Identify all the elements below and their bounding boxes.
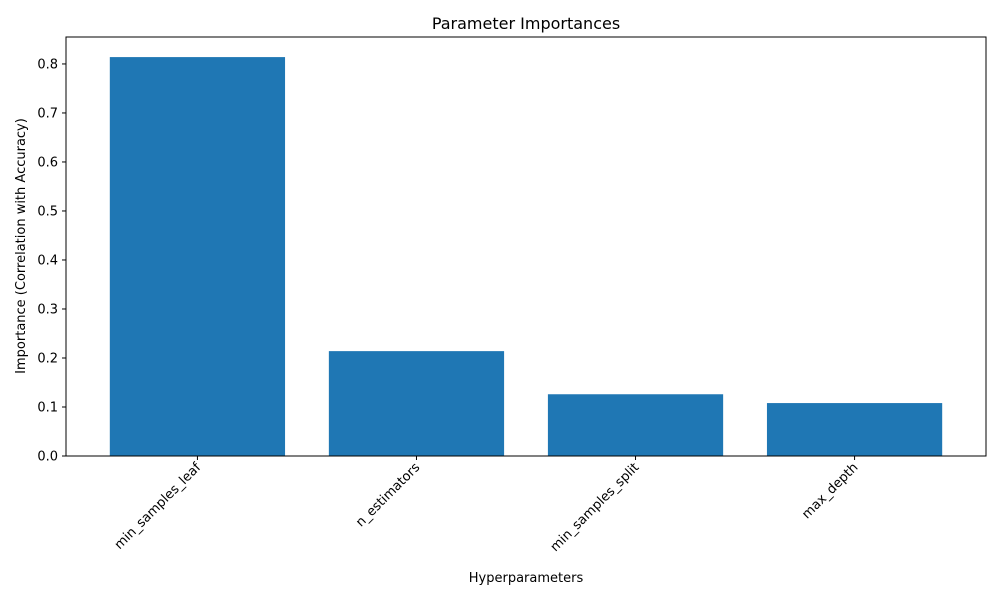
x-tick-label: max_depth: [799, 460, 861, 522]
y-tick-label: 0.2: [37, 351, 58, 366]
y-tick-label: 0.6: [37, 155, 58, 170]
y-tick-label: 0.5: [37, 204, 58, 219]
y-tick-label: 0.4: [37, 253, 58, 268]
bar-min_samples_leaf: [109, 57, 286, 456]
plot-frame: [65, 36, 987, 457]
bar-max_depth: [766, 403, 943, 456]
x-tick-label: n_estimators: [353, 460, 423, 530]
x-tick-label: min_samples_leaf: [112, 460, 205, 553]
bar-n_estimators: [328, 351, 505, 456]
y-tick-label: 0.8: [37, 57, 58, 72]
y-tick-label: 0.0: [37, 450, 58, 465]
bar-min_samples_split: [547, 394, 724, 456]
y-axis-label: Importance (Correlation with Accuracy): [14, 118, 29, 374]
y-tick-label: 0.1: [37, 400, 58, 415]
x-axis-ticks: min_samples_leaf n_estimators min_samples_…: [112, 456, 861, 555]
x-axis-label: Hyperparameters: [469, 571, 584, 586]
y-axis-ticks: 0.0 0.1 0.2 0.3 0.4 0.5 0.6 0.7 0.8: [37, 57, 66, 465]
x-tick-label: min_samples_split: [548, 460, 643, 555]
y-tick-label: 0.3: [37, 302, 58, 317]
chart-title: Parameter Importances: [432, 14, 620, 33]
y-tick-label: 0.7: [37, 106, 58, 121]
bars-group: [109, 57, 943, 456]
